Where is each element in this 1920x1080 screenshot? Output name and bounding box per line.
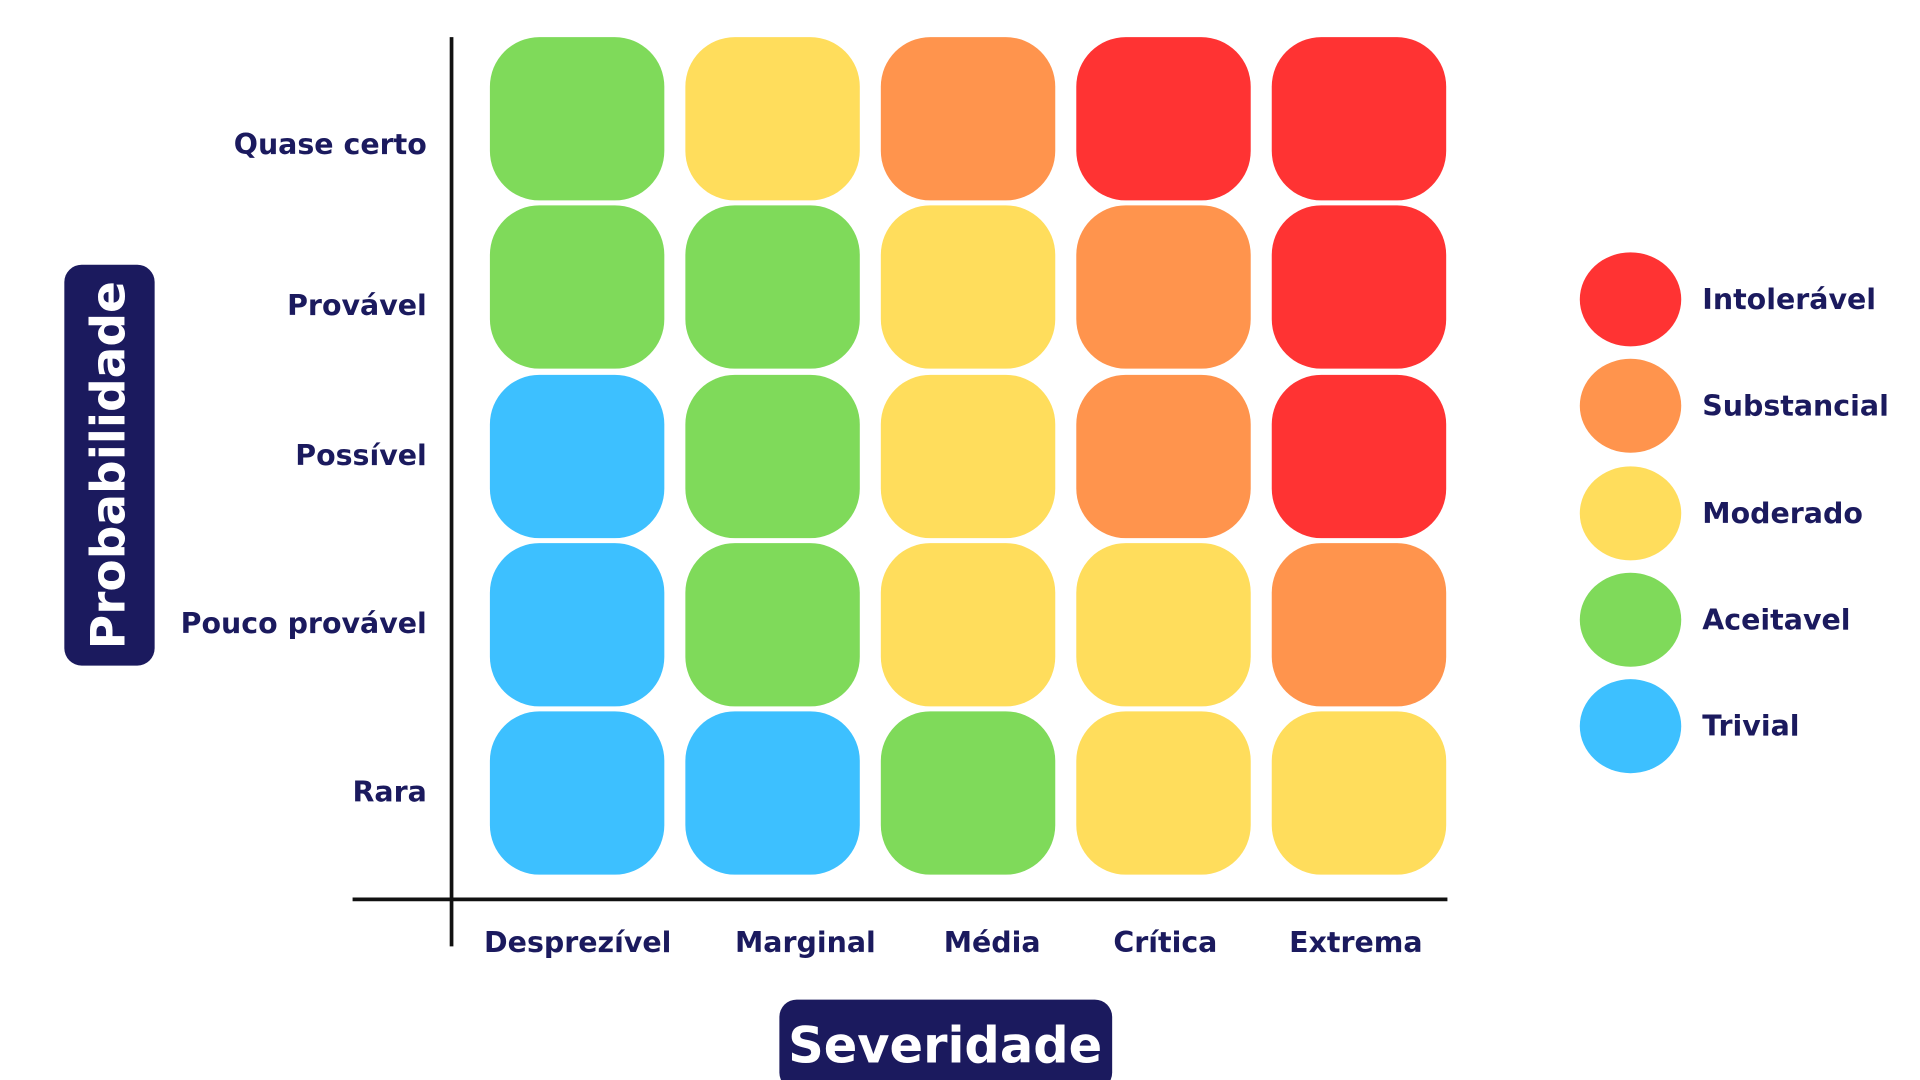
legend-swatch-aceitavel: [1579, 572, 1682, 667]
axes: [352, 37, 1448, 947]
cell-r3-c3-moderado: [880, 374, 1056, 539]
legend: Intolerável Substancial Moderado Aceitavel T…: [1579, 252, 1889, 774]
x-tick-label-desprezivel: Desprezível: [484, 926, 671, 959]
cell-r4-c3-moderado: [880, 543, 1056, 707]
legend-swatch-substancial: [1579, 358, 1682, 453]
y-tick-label-rara: Rara: [352, 775, 426, 808]
y-axis-title-badge: [64, 264, 155, 666]
cell-r3-c4-substancial: [1076, 374, 1251, 539]
y-tick-label-provavel: Provável: [287, 289, 427, 322]
cell-r5-c1-trivial: [489, 711, 665, 875]
cell-r2-c1-aceitavel: [489, 205, 665, 369]
y-tick-label-pouco-provavel: Pouco provável: [181, 607, 427, 640]
x-axis-title-badge: [779, 999, 1113, 1080]
x-axis-title: Severidade: [788, 1016, 1102, 1074]
axis-labels: Quase certo Provável Possível Pouco prováve…: [64, 128, 1423, 1080]
cell-r3-c5-intoleravel: [1271, 374, 1447, 539]
legend-label-aceitavel: Aceitavel: [1702, 603, 1850, 636]
cell-r5-c2-trivial: [685, 711, 860, 875]
cell-r2-c3-moderado: [880, 205, 1056, 369]
legend-label-substancial: Substancial: [1702, 389, 1889, 422]
x-tick-label-media: Média: [944, 926, 1041, 959]
legend-label-moderado: Moderado: [1702, 497, 1863, 530]
cell-r1-c2-moderado: [685, 37, 860, 201]
matrix-cells: [489, 37, 1447, 875]
y-axis-title: Probabilidade: [81, 281, 136, 649]
cell-r4-c2-aceitavel: [685, 543, 860, 707]
cell-r2-c4-substancial: [1076, 205, 1251, 369]
cell-r2-c5-intoleravel: [1271, 205, 1447, 369]
cell-r1-c3-substancial: [880, 37, 1056, 201]
cell-r5-c4-moderado: [1076, 711, 1251, 875]
legend-swatch-intoleravel: [1579, 252, 1682, 347]
legend-label-intoleravel: Intolerável: [1702, 283, 1876, 316]
cell-r2-c2-aceitavel: [685, 205, 860, 369]
cell-r5-c3-aceitavel: [880, 711, 1056, 875]
cell-r4-c1-trivial: [489, 543, 665, 707]
cell-r1-c4-intoleravel: [1076, 37, 1251, 201]
x-tick-label-extrema: Extrema: [1289, 926, 1423, 959]
y-tick-label-possivel: Possível: [295, 439, 427, 472]
cell-r3-c2-aceitavel: [685, 374, 860, 539]
cell-r4-c4-moderado: [1076, 543, 1251, 707]
cell-r5-c5-moderado: [1271, 711, 1447, 875]
x-tick-label-marginal: Marginal: [735, 926, 876, 959]
x-tick-label-critica: Crítica: [1113, 926, 1217, 959]
cell-r4-c5-substancial: [1271, 543, 1447, 707]
legend-label-trivial: Trivial: [1702, 710, 1799, 743]
cell-r3-c1-trivial: [489, 374, 665, 539]
cell-r1-c5-intoleravel: [1271, 37, 1447, 201]
legend-swatch-moderado: [1579, 466, 1682, 561]
legend-swatch-trivial: [1579, 679, 1682, 774]
y-tick-label-quase-certo: Quase certo: [234, 128, 427, 161]
cell-r1-c1-aceitavel: [489, 37, 665, 201]
